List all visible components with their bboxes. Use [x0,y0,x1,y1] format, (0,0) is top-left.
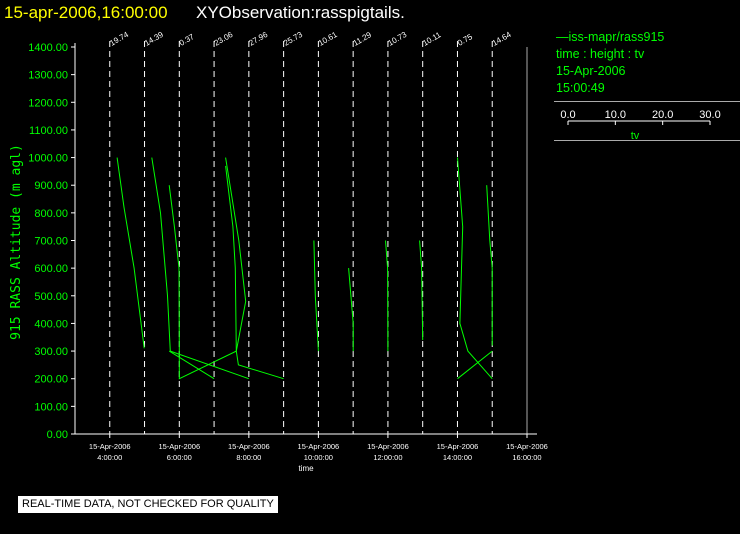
profile-marker-label: 0.37 [178,32,196,48]
page-title-timestamp: 15-apr-2006,16:00:00 [4,3,168,22]
x-tick-time: 12:00:00 [373,453,402,462]
profile-marker-label: 10.73 [386,30,408,48]
legend-date: 15-Apr-2006 [556,64,626,78]
x-axis-label: time [298,464,314,473]
x-tick-time: 16:00:00 [512,453,541,462]
tv-scale: 0.0 10.0 20.0 30.0 tv [560,109,720,141]
legend-divider [554,140,740,141]
y-tick-label: 1300.00 [28,70,68,82]
profile-marker-label: 0.75 [456,32,474,48]
rass-profile-line [116,157,145,349]
page-title-observation: XYObservation:rasspigtails. [196,3,405,22]
profile-marker-label: 10.61 [317,30,339,48]
rass-profile-line [151,157,249,380]
x-tick-date: 15-Apr-2006 [89,442,131,451]
profile-marker-label: 10.11 [421,30,443,48]
tv-scale-tick-label: 0.0 [560,109,575,121]
y-tick-label: 600.00 [34,263,68,275]
y-tick-label: 900.00 [34,180,68,192]
legend-variables: time : height : tv [556,47,645,61]
quality-disclaimer: REAL-TIME DATA, NOT CHECKED FOR QUALITY [18,496,278,513]
x-tick-time: 14:00:00 [443,453,472,462]
profile-marker-label: 27.96 [247,30,269,48]
rass-profile-line [168,350,215,380]
profile-marker-label: 14.64 [491,30,513,48]
y-tick-label: 700.00 [34,236,68,248]
y-tick-label: 1000.00 [28,153,68,165]
axes: 0.00 100.00 200.00 300.00 400.00 500.00 600.00… [28,42,548,462]
x-tick-time: 4:00:00 [97,453,122,462]
y-tick-label: 400.00 [34,318,68,330]
legend-time: 15:00:49 [556,81,605,95]
x-tick-date: 15-Apr-2006 [437,442,479,451]
rass-profile-line [419,240,424,341]
y-tick-label: 800.00 [34,208,68,220]
y-tick-label: 1400.00 [28,42,68,54]
y-tick-label: 300.00 [34,346,68,358]
rass-profile-line [313,240,319,352]
y-tick-label: 1100.00 [29,125,68,137]
y-tick-label: 0.00 [47,429,68,441]
legend-divider [554,101,740,102]
tv-scale-tick-label: 30.0 [699,109,720,121]
y-tick-label: 1200.00 [28,97,68,109]
y-tick-label: 500.00 [34,291,68,303]
legend-series-label: iss-mapr/rass915 [568,30,665,44]
y-axis-label: 915 RASS Altitude (m agl) [9,144,24,340]
x-tick-date: 15-Apr-2006 [158,442,200,451]
series-layer [116,157,493,380]
y-tick-label: 200.00 [34,374,68,386]
x-tick-time: 10:00:00 [304,453,333,462]
legend-series-entry: —iss-mapr/rass915 [556,30,665,44]
x-tick-date: 15-Apr-2006 [228,442,270,451]
tv-scale-tick-label: 10.0 [605,109,626,121]
rass-profile-line [168,157,247,380]
rass-profile-line [348,268,354,352]
rass-profile-line [225,165,284,380]
profile-marker-label: 11.29 [352,30,374,48]
legend: —iss-mapr/rass915 time : height : tv 15-… [556,29,664,97]
tv-scale-tick-label: 20.0 [652,109,673,121]
x-tick-date: 15-Apr-2006 [298,442,340,451]
profile-marker-label: 14.39 [143,30,165,48]
profile-marker-label: 19.74 [108,30,130,48]
rass-profile-line [486,185,493,346]
y-tick-label: 100.00 [34,401,68,413]
x-tick-time: 8:00:00 [236,453,261,462]
x-tick-date: 15-Apr-2006 [506,442,548,451]
profile-marker-label: 23.06 [213,30,235,48]
rass-profile-line [385,240,389,352]
profile-marker-label: 25.73 [282,30,304,48]
rass-profile-line [457,157,493,380]
tv-scale-label: tv [631,130,640,141]
x-tick-date: 15-Apr-2006 [367,442,409,451]
rass-profile-line [457,350,493,380]
x-tick-time: 6:00:00 [167,453,192,462]
